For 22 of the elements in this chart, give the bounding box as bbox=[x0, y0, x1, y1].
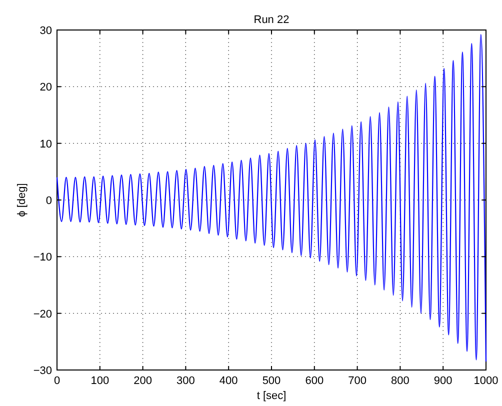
x-tick-label: 200 bbox=[134, 375, 152, 387]
x-axis-title: t [sec] bbox=[256, 390, 286, 402]
x-tick-label: 700 bbox=[348, 375, 366, 387]
y-tick-label: 30 bbox=[40, 25, 52, 37]
y-tick-label: −30 bbox=[33, 365, 52, 377]
line-series bbox=[56, 34, 487, 362]
x-tick-label: 300 bbox=[176, 375, 195, 387]
x-tick-label: 400 bbox=[219, 375, 238, 387]
y-tick-label: 20 bbox=[40, 82, 52, 94]
y-tick-label: −20 bbox=[33, 308, 52, 320]
y-tick-label: −10 bbox=[33, 252, 52, 264]
x-tick-label: 500 bbox=[262, 375, 281, 387]
x-tick-label: 100 bbox=[90, 375, 110, 387]
x-tick-label: 600 bbox=[305, 375, 324, 387]
y-tick-label: 0 bbox=[46, 195, 52, 207]
x-tick-label: 0 bbox=[54, 375, 60, 387]
y-axis-title: ϕ [deg] bbox=[16, 183, 28, 217]
chart-title: Run 22 bbox=[254, 14, 290, 26]
x-tick-label: 900 bbox=[434, 375, 452, 387]
y-tick-label: 10 bbox=[40, 138, 52, 150]
x-tick-label: 800 bbox=[391, 375, 410, 387]
x-tick-label: 1000 bbox=[474, 375, 498, 387]
